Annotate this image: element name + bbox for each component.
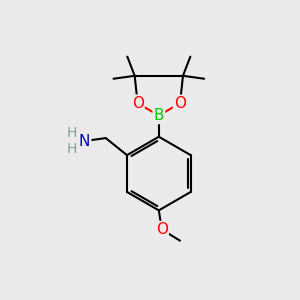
Text: O: O (132, 96, 144, 111)
Text: O: O (174, 96, 186, 111)
Text: O: O (156, 222, 168, 237)
Text: B: B (154, 108, 164, 123)
Text: N: N (79, 134, 90, 148)
Text: H: H (67, 142, 77, 156)
Text: H: H (67, 126, 77, 140)
